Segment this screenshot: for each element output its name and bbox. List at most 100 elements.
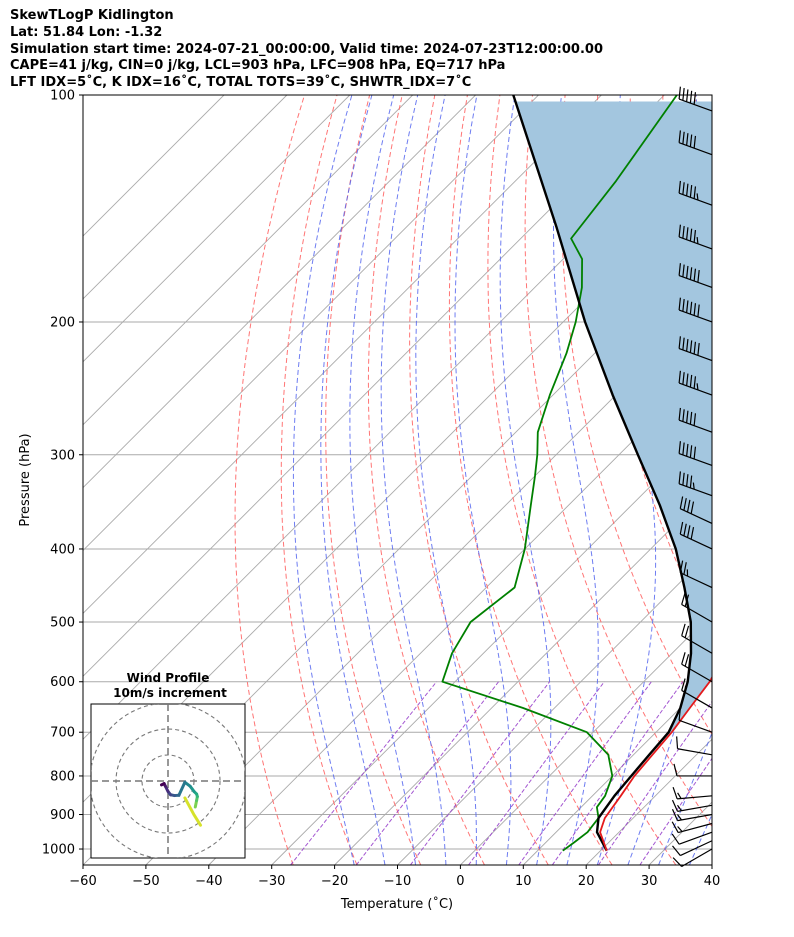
wind-barb-feather bbox=[682, 88, 685, 101]
wind-barb-feather bbox=[693, 92, 697, 105]
wind-barb-feather bbox=[678, 471, 681, 484]
wind-barb-feather bbox=[684, 594, 690, 607]
wind-barb-shaft bbox=[677, 813, 713, 822]
wind-barb-shaft bbox=[681, 848, 713, 868]
dry-adiabat bbox=[728, 95, 794, 865]
wind-barb-shaft bbox=[678, 192, 713, 206]
temperature-line bbox=[599, 675, 712, 852]
hodograph-segment bbox=[177, 780, 187, 797]
wind-barb-feather bbox=[689, 184, 693, 198]
wind-barb-feather bbox=[686, 525, 691, 538]
wind-barb-feather bbox=[678, 336, 681, 349]
wind-barb-feather bbox=[693, 135, 697, 149]
location-coordinates: Lat: 51.84 Lon: -1.32 bbox=[10, 24, 163, 40]
wind-barb-feather bbox=[686, 443, 689, 457]
wind-barb-feather bbox=[689, 267, 693, 280]
wind-barb-feather bbox=[693, 230, 697, 243]
wind-barb-feather bbox=[682, 299, 685, 312]
wind-barb-feather bbox=[686, 338, 689, 352]
y-tick-label: 600 bbox=[50, 675, 75, 690]
y-tick-label: 900 bbox=[50, 808, 75, 823]
isotherm bbox=[271, 424, 712, 865]
wind-barb bbox=[673, 763, 712, 777]
moist-adiabat bbox=[720, 95, 794, 865]
x-tick-label: −50 bbox=[132, 874, 159, 889]
dry-adiabat bbox=[367, 95, 485, 865]
dry-adiabat bbox=[487, 95, 677, 865]
chart-title-block: SkewTLogP Kidlington Lat: 51.84 Lon: -1.… bbox=[10, 8, 790, 92]
wind-barb-feather bbox=[696, 237, 699, 244]
isotherm bbox=[83, 95, 602, 615]
mixing-ratio-line bbox=[639, 757, 712, 865]
mixing-ratio-line bbox=[409, 681, 550, 865]
wind-barb bbox=[681, 623, 713, 654]
moist-adiabat bbox=[349, 95, 416, 865]
mixing-ratio-line bbox=[597, 700, 712, 865]
wind-barb bbox=[671, 831, 713, 845]
wind-barb-feather bbox=[671, 821, 679, 833]
wind-barb bbox=[671, 799, 713, 812]
x-axis-label: Temperature (˚C) bbox=[340, 896, 453, 912]
wind-barb bbox=[678, 180, 713, 206]
wind-barb-feather bbox=[683, 498, 687, 511]
moist-adiabat bbox=[627, 95, 712, 865]
wind-barb bbox=[678, 336, 713, 362]
wind-barb-feather bbox=[681, 592, 686, 605]
wind-barb-shaft bbox=[678, 348, 713, 362]
y-tick-label: 400 bbox=[50, 542, 75, 557]
wind-barb-feather bbox=[682, 372, 685, 385]
wind-barb bbox=[678, 407, 713, 433]
isotherm bbox=[83, 95, 476, 489]
stability-indices: LFT IDX=5˚C, K IDX=16˚C, TOTAL TOTS=39˚C… bbox=[10, 75, 472, 91]
wind-barb-feather bbox=[672, 845, 681, 856]
isotherm bbox=[208, 361, 712, 865]
x-axis: −60 −50 −40 −30 −20 −10 0 10 20 30 40 bbox=[69, 865, 720, 889]
isotherm bbox=[334, 486, 712, 865]
wind-barb-shaft bbox=[678, 98, 713, 112]
wind-barb-shaft bbox=[678, 483, 713, 497]
moist-adiabat bbox=[658, 731, 712, 865]
wind-barb-feather bbox=[686, 474, 689, 487]
moist-adiabat bbox=[380, 95, 447, 865]
wind-barb-shaft bbox=[678, 309, 713, 323]
wind-barb-feather bbox=[678, 224, 681, 238]
wind-barb-shaft bbox=[678, 274, 713, 289]
wind-barb-feather bbox=[679, 560, 684, 573]
x-tick-label: 30 bbox=[641, 874, 658, 889]
background-lines bbox=[83, 95, 794, 865]
wind-barb-feather bbox=[689, 90, 693, 104]
wind-barb bbox=[671, 821, 713, 834]
wind-barb bbox=[678, 707, 713, 733]
wind-barb-feather bbox=[678, 180, 681, 194]
dry-adiabat bbox=[234, 95, 305, 865]
mixing-ratio-line bbox=[468, 681, 605, 865]
wind-barb-feather bbox=[676, 736, 679, 749]
dry-adiabat bbox=[448, 95, 613, 865]
x-tick-label: 10 bbox=[515, 874, 532, 889]
isotherm bbox=[83, 95, 225, 237]
wind-barb-feather bbox=[682, 337, 685, 351]
wind-barb-shaft bbox=[681, 604, 713, 623]
dry-adiabat bbox=[560, 95, 712, 736]
isotherm bbox=[83, 95, 414, 426]
wind-barb-feather bbox=[697, 304, 700, 317]
wind-barb-feather bbox=[693, 268, 697, 282]
wind-barb-feather bbox=[689, 228, 693, 242]
isotherm bbox=[145, 298, 712, 865]
moist-adiabat bbox=[552, 95, 599, 865]
wind-barb-feather bbox=[671, 809, 679, 821]
wind-barb-feather bbox=[683, 523, 687, 536]
wind-barb-feather bbox=[677, 826, 683, 832]
y-tick-label: 100 bbox=[50, 89, 75, 104]
wind-barb-feather bbox=[677, 792, 682, 799]
isotherm bbox=[460, 612, 712, 865]
wind-barb bbox=[678, 370, 713, 396]
cape-fill bbox=[515, 101, 712, 741]
wind-barb-feather bbox=[681, 652, 686, 665]
simulation-times: Simulation start time: 2024-07-21_00:00:… bbox=[10, 41, 603, 57]
wind-barb-feather bbox=[689, 374, 693, 388]
y-axis: 1000 900 800 700 600 500 400 300 200 100 bbox=[42, 89, 83, 858]
isotherm bbox=[397, 549, 712, 865]
mixing-ratio-line bbox=[355, 681, 499, 865]
